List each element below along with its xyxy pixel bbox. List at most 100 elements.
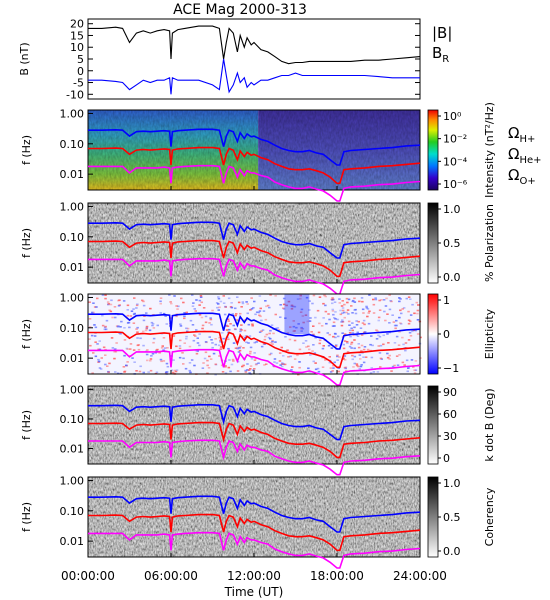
polarization-ylabel: f (Hz) [20,228,33,258]
ellipticity-speckle [246,369,249,371]
ellipticity-speckle [317,331,321,334]
ellipticity-speckle [338,356,341,358]
ellipticity-speckle [386,313,389,315]
ellipticity-speckle [291,305,295,308]
ellipticity-speckle [231,313,234,315]
ellipticity-speckle [322,302,325,305]
ellipticity-speckle [390,370,393,372]
ellipticity-speckle [236,370,240,372]
ellipticity-speckle [229,323,232,325]
ellipticity-speckle [353,297,356,300]
ellipticity-speckle [333,325,336,327]
ellipticity-speckle [248,352,252,355]
legend-omega-o: ΩO+ [508,166,536,187]
ellipticity-speckle [136,331,139,333]
ellipticity-speckle [209,358,213,360]
ellipticity-speckle [149,307,152,310]
ellipticity-speckle [358,354,362,356]
ellipticity-speckle [419,336,422,339]
colorbar-tick-label: −1 [443,362,459,375]
ellipticity-speckle [259,307,262,310]
ellipticity-speckle [357,320,360,323]
ellipticity-speckle [388,358,391,360]
ellipticity-speckle [417,363,421,366]
colorbar-tick-label: 60 [443,408,457,421]
polarization-colorbar [427,202,439,284]
ellipticity-speckle [401,361,405,364]
colorbar-tick-label: 0.5 [443,511,461,524]
ellipticity-speckle [145,312,148,314]
ellipticity-speckle [214,338,217,340]
ellipticity-speckle [231,358,235,361]
colorbar-tick-label: 0.0 [443,271,461,284]
ellipticity-speckle [246,312,249,315]
f-tick-label: 0.10 [60,322,85,335]
f-tick-label: 1.00 [60,291,85,304]
ellipticity-speckle [290,305,294,308]
ellipticity-speckle [159,297,163,299]
ellipticity-speckle [343,303,346,306]
ellipticity-speckle [365,305,368,308]
ellipticity-speckle [285,304,288,307]
ellipticity-speckle [129,315,133,317]
ellipticity-speckle [123,371,126,373]
ellipticity-speckle [355,364,359,367]
ellipticity-speckle [407,367,410,369]
ellipticity-speckle [343,333,347,335]
time-tick-label: 06:00:00 [144,569,198,583]
ellipticity-speckle [260,330,263,332]
ellipticity-speckle [198,344,201,347]
ellipticity-speckle [195,352,199,355]
ellipticity-speckle [331,308,334,311]
ellipticity-speckle [307,345,310,348]
colorbar-tick-label: 1.0 [443,477,461,490]
ellipticity-speckle [142,344,145,347]
ellipticity-speckle [274,295,277,297]
ellipticity-speckle [217,344,221,347]
ellipticity-speckle [338,302,341,304]
ellipticity-speckle [351,358,354,361]
f-tick-label: 0.01 [60,168,85,181]
ellipticity-speckle [330,347,334,349]
ellipticity-speckle [282,363,285,365]
ellipticity-speckle [193,308,196,310]
ellipticity-speckle [156,324,159,327]
ellipticity-speckle [186,330,189,333]
ellipticity-speckle [346,309,350,311]
ellipticity-speckle [254,363,258,366]
ellipticity-speckle [220,364,224,367]
ellipticity-speckle [238,347,241,349]
ellipticity-speckle [244,371,248,373]
colorbar-tick-label: 0 [443,328,450,341]
ellipticity-speckle [126,314,130,317]
ellipticity-speckle [333,301,337,303]
ellipticity-speckle [313,352,317,354]
ellipticity-speckle [324,295,327,298]
ellipticity-speckle [182,301,185,304]
k-dot-b-colorbar-label: k dot B (Deg) [483,388,496,461]
ellipticity-speckle [116,372,120,375]
ellipticity-speckle [391,314,394,316]
ellipticity-speckle [341,307,345,309]
ellipticity-speckle [293,339,297,342]
ellipticity-speckle [362,356,365,358]
ellipticity-speckle [253,352,256,354]
ellipticity-speckle [217,297,221,300]
ellipticity-speckle [372,312,376,314]
ellipticity-speckle [398,354,401,356]
ellipticity-speckle [145,353,149,356]
ellipticity-speckle [392,321,396,323]
ellipticity-speckle [334,311,337,313]
ellipticity-speckle [242,347,245,349]
f-tick-label: 0.01 [60,352,85,365]
ellipticity-speckle [326,332,329,334]
b-r-line [88,58,420,95]
ellipticity-speckle [145,325,149,328]
ellipticity-speckle [251,324,254,327]
ellipticity-speckle [257,362,260,364]
ellipticity-speckle [414,329,417,332]
ellipticity-speckle [304,340,308,342]
ellipticity-speckle [175,369,179,371]
ellipticity-speckle [356,335,360,337]
ellipticity-speckle [293,305,297,308]
